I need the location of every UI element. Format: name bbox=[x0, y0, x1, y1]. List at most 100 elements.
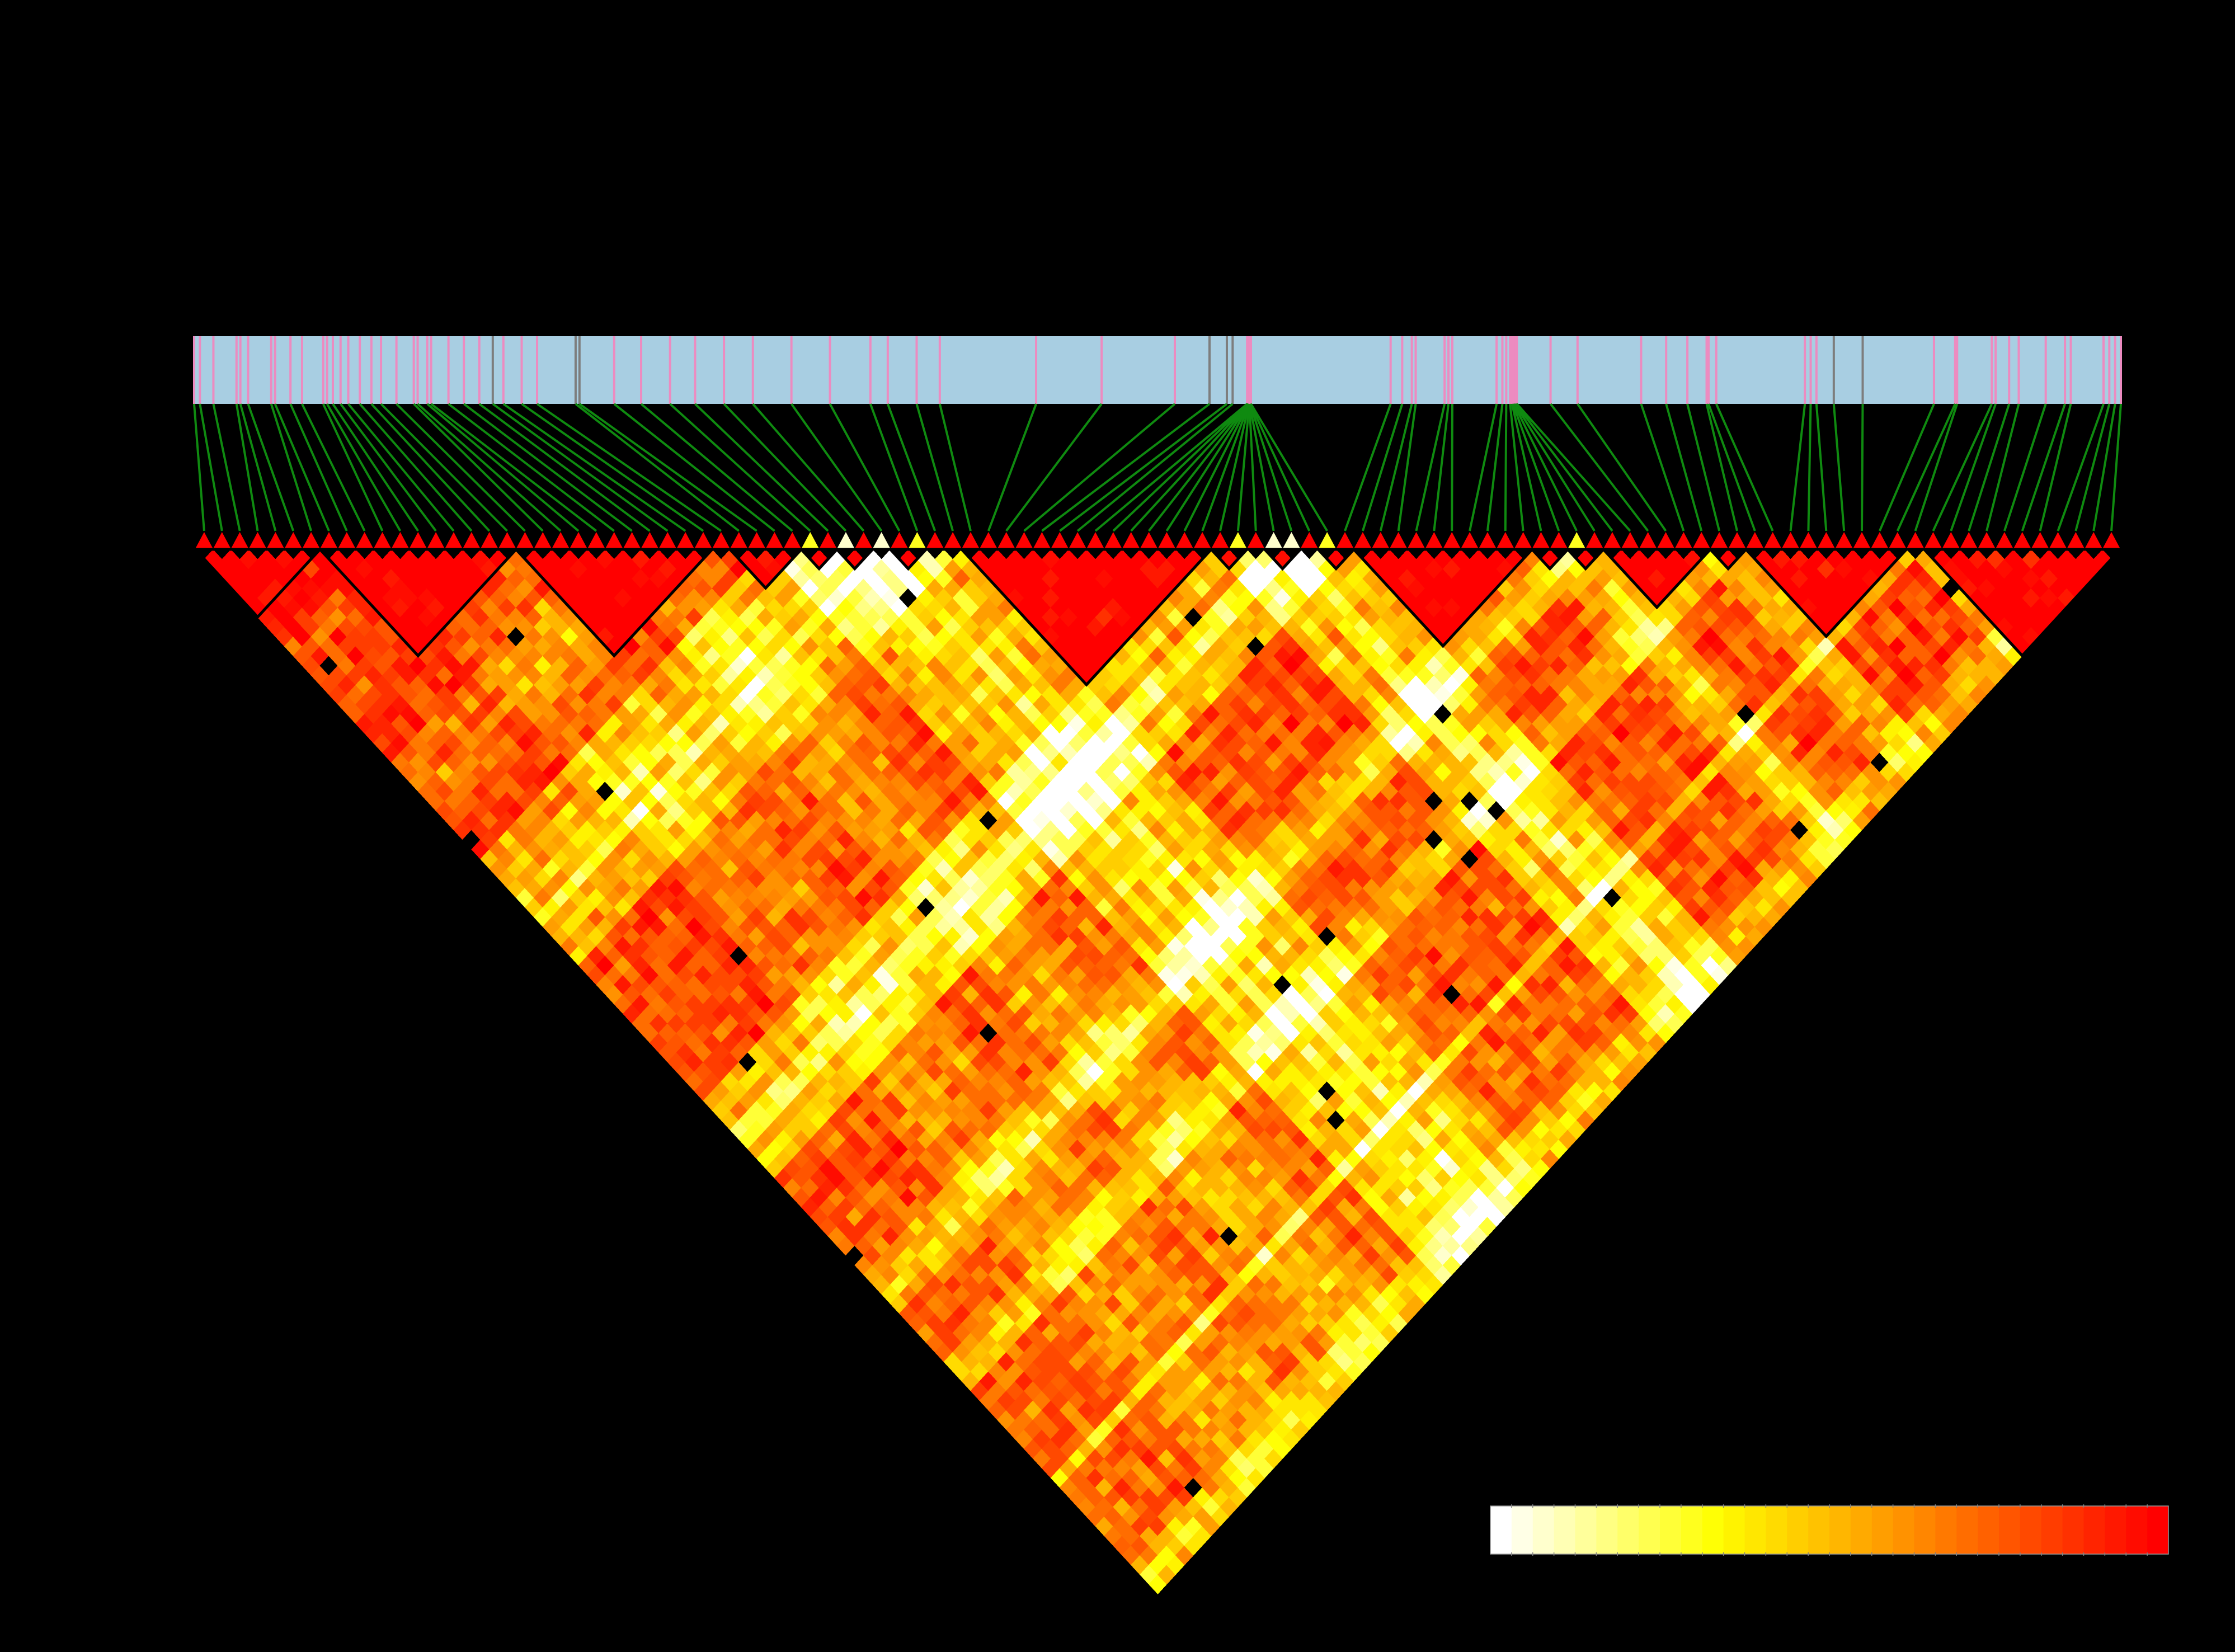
snp-marker-triangle bbox=[2031, 532, 2049, 549]
snp-marker-triangle bbox=[1300, 532, 1319, 549]
snp-marker-triangle bbox=[837, 532, 855, 549]
connector-line bbox=[1183, 403, 1250, 531]
haplotype-block-outline bbox=[1923, 548, 2121, 658]
snp-marker-triangle bbox=[1371, 532, 1390, 549]
connector-line bbox=[1879, 403, 1935, 531]
connector-line bbox=[915, 403, 954, 531]
snp-marker-triangle bbox=[1532, 532, 1550, 549]
snp-marker-triangle bbox=[747, 532, 766, 549]
snp-marker-triangle bbox=[248, 532, 267, 549]
snp-marker-triangle bbox=[962, 532, 980, 549]
snp-marker-triangle bbox=[1514, 532, 1532, 549]
snp-marker-triangle bbox=[427, 532, 445, 549]
snp-marker-triangle bbox=[1443, 532, 1461, 549]
snp-marker-triangle bbox=[1122, 532, 1140, 549]
snp-marker-triangle bbox=[854, 532, 873, 549]
connector-line bbox=[1513, 403, 1578, 531]
haplotype-block-outline bbox=[1745, 548, 1908, 639]
connector-line bbox=[270, 403, 313, 531]
connector-line bbox=[1985, 403, 2020, 531]
connector-line bbox=[1705, 403, 1738, 531]
snp-marker-triangle bbox=[997, 532, 1015, 549]
connector-line bbox=[1415, 403, 1446, 531]
connector-line bbox=[1686, 403, 1721, 531]
snp-position-ticks bbox=[193, 336, 2122, 404]
connector-line bbox=[413, 403, 544, 532]
connector-line bbox=[791, 403, 883, 532]
snp-marker-triangle bbox=[1745, 532, 1764, 549]
connector-line bbox=[1059, 403, 1228, 532]
connector-line bbox=[1005, 403, 1103, 532]
connector-line bbox=[1789, 403, 1806, 531]
connector-line bbox=[1249, 403, 1293, 531]
snp-marker-triangle bbox=[1888, 532, 1907, 549]
connector-line bbox=[521, 403, 704, 532]
snp-marker-triangle bbox=[712, 532, 730, 549]
snp-marker-triangle bbox=[1158, 532, 1176, 549]
snp-marker-triangle bbox=[890, 532, 909, 549]
connector-line bbox=[1815, 403, 1828, 531]
connector-line bbox=[1433, 403, 1450, 531]
connector-line bbox=[2003, 403, 2047, 531]
ld-matrix-cells bbox=[204, 549, 2112, 1594]
connector-line bbox=[1147, 403, 1249, 532]
snp-marker-triangle bbox=[605, 532, 623, 549]
connector-line bbox=[694, 403, 829, 532]
ruler-bar bbox=[194, 336, 2121, 404]
snp-marker-triangle bbox=[1639, 532, 1657, 549]
connector-line bbox=[1236, 403, 1250, 531]
snp-marker-triangle bbox=[1461, 532, 1479, 549]
snp-marker-triangle bbox=[1282, 532, 1301, 549]
connector-line bbox=[613, 403, 775, 532]
snp-marker-triangle bbox=[944, 532, 962, 549]
connector-line bbox=[1094, 403, 1248, 532]
connector-line bbox=[575, 403, 740, 532]
connector-line bbox=[235, 403, 259, 531]
snp-marker-triangle bbox=[1496, 532, 1514, 549]
haplotype-block-outline bbox=[515, 548, 713, 658]
snp-marker-triangle bbox=[1728, 532, 1746, 549]
snp-marker-triangle bbox=[1033, 532, 1051, 549]
snp-marker-triangle bbox=[1353, 532, 1372, 549]
snp-marker-triangle bbox=[445, 532, 463, 549]
snp-marker-triangle bbox=[355, 532, 374, 549]
connector-line bbox=[886, 403, 937, 531]
connector-line bbox=[869, 403, 919, 531]
snp-marker-triangle bbox=[658, 532, 677, 549]
connector-line bbox=[987, 403, 1037, 531]
connector-line bbox=[938, 403, 972, 531]
connector-line bbox=[1950, 403, 1997, 531]
haplotype-block-outline bbox=[319, 548, 517, 658]
connector-line bbox=[301, 403, 366, 531]
snp-marker-triangle bbox=[1086, 532, 1104, 549]
snp-marker-triangle bbox=[765, 532, 784, 549]
connector-line bbox=[396, 403, 526, 532]
snp-marker-triangle bbox=[1621, 532, 1639, 549]
snp-marker-triangle bbox=[320, 532, 338, 549]
connector-line bbox=[1577, 403, 1667, 532]
connector-line bbox=[448, 403, 615, 532]
connector-line bbox=[426, 403, 580, 532]
connector-line bbox=[212, 403, 241, 531]
snp-marker-triangle bbox=[373, 532, 392, 549]
connector-line bbox=[1514, 403, 1596, 532]
connector-line bbox=[1201, 403, 1250, 531]
haplotype-block-outline bbox=[1531, 548, 1569, 571]
snp-marker-triangle bbox=[1389, 532, 1408, 549]
connector-line bbox=[1504, 403, 1508, 531]
snp-marker-triangle bbox=[1246, 532, 1265, 549]
connector-line bbox=[1469, 403, 1498, 531]
snp-marker-triangle bbox=[926, 532, 944, 549]
haplotype-block-outline bbox=[889, 548, 928, 571]
snp-marker-triangle bbox=[534, 532, 552, 549]
connector-line bbox=[322, 403, 384, 531]
connector-line bbox=[193, 403, 205, 531]
color-key-legend bbox=[1490, 1504, 2169, 1556]
connector-line bbox=[239, 403, 277, 531]
snp-marker-triangle bbox=[2085, 532, 2103, 549]
connector-line bbox=[1076, 403, 1234, 532]
connector-line bbox=[199, 403, 223, 531]
haplotype-block-outline bbox=[1566, 548, 1605, 571]
